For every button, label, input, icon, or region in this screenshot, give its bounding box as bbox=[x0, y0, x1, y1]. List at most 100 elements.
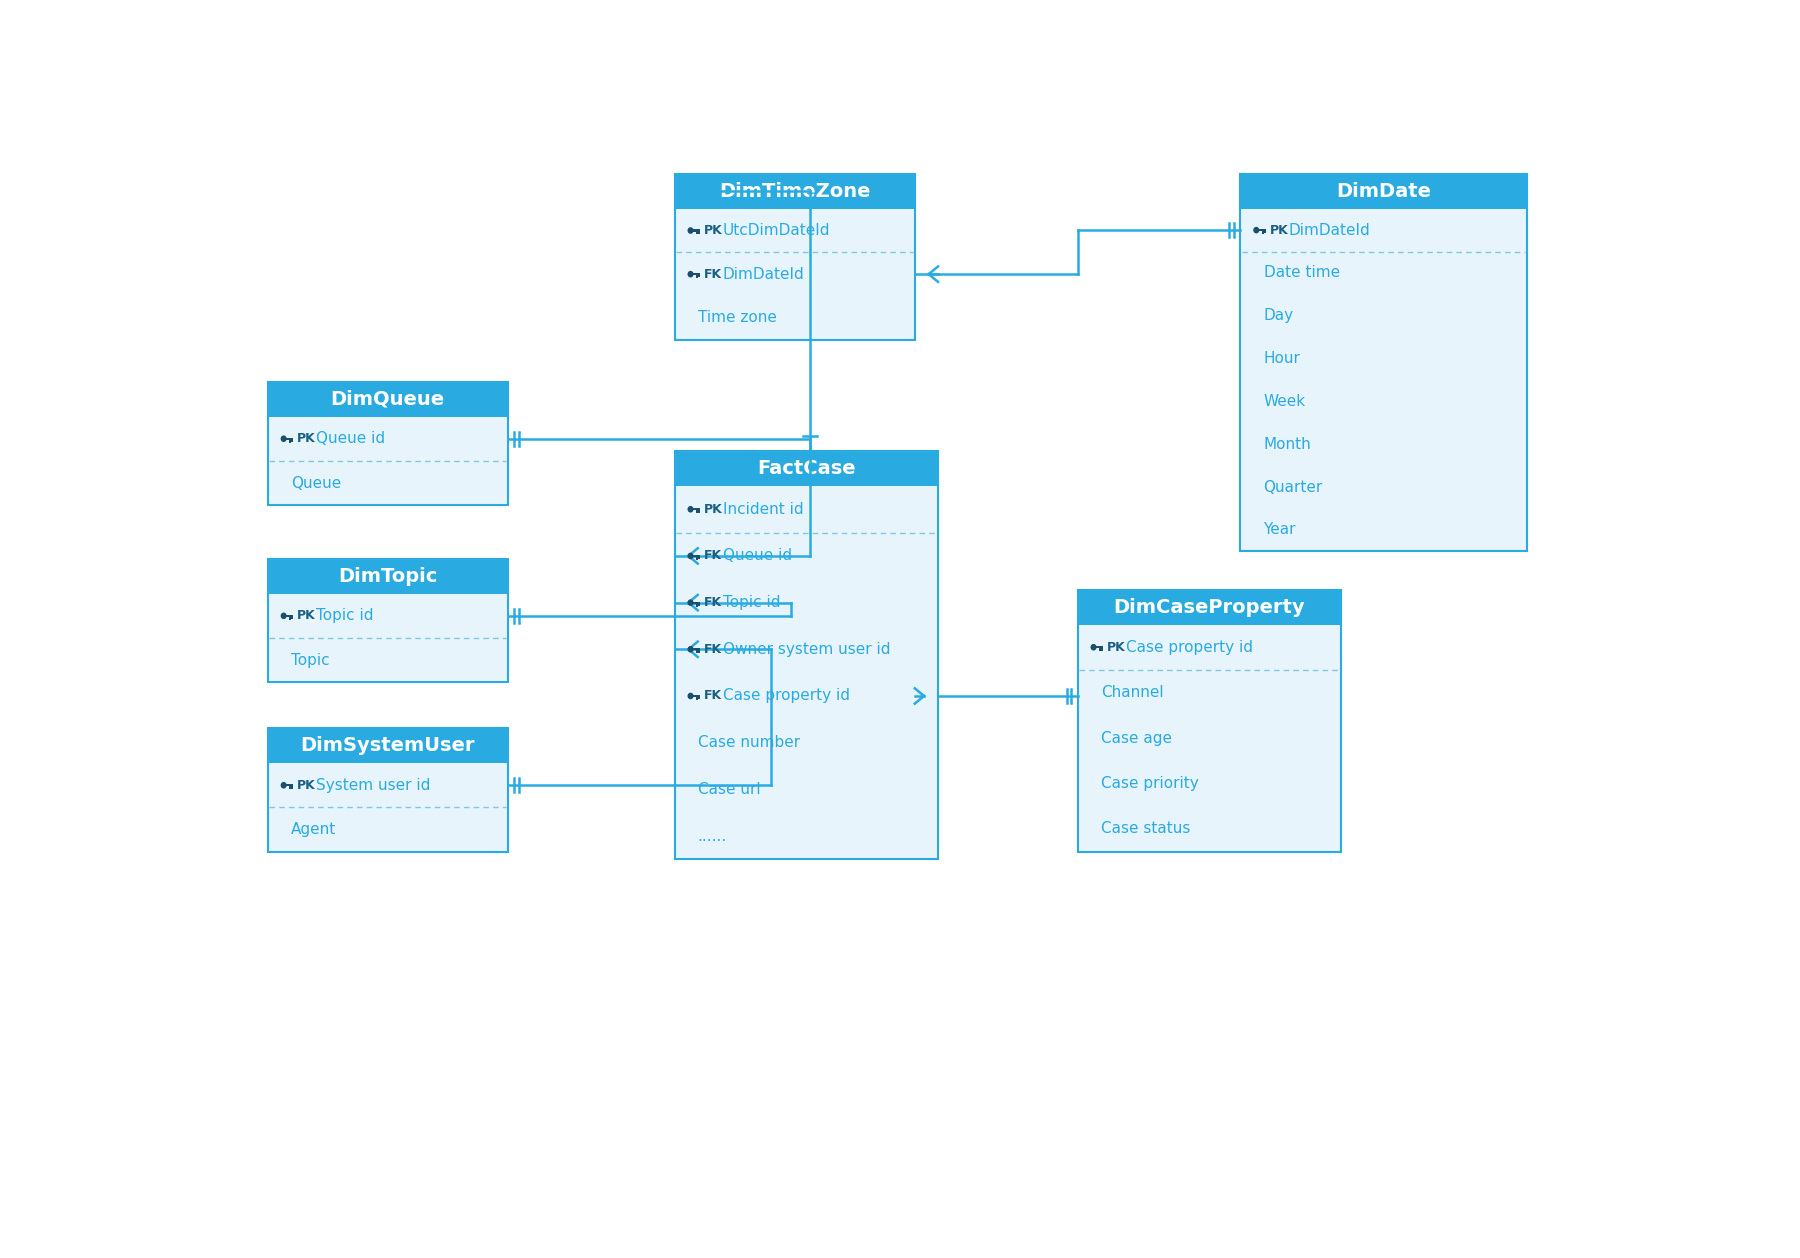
Text: Agent: Agent bbox=[292, 821, 337, 837]
Text: DimDateId: DimDateId bbox=[722, 267, 805, 282]
Text: System user id: System user id bbox=[315, 777, 430, 793]
Ellipse shape bbox=[688, 647, 693, 653]
Bar bbox=[698, 697, 700, 699]
FancyBboxPatch shape bbox=[268, 416, 508, 506]
Text: PK: PK bbox=[704, 503, 724, 516]
Bar bbox=[697, 276, 698, 278]
FancyBboxPatch shape bbox=[675, 174, 914, 209]
Text: UtcDimDateId: UtcDimDateId bbox=[722, 223, 830, 238]
Bar bbox=[1098, 648, 1102, 652]
Ellipse shape bbox=[281, 782, 286, 789]
Text: Topic: Topic bbox=[292, 653, 329, 668]
Text: Queue: Queue bbox=[292, 476, 342, 491]
Text: DimSystemUser: DimSystemUser bbox=[301, 736, 475, 755]
Ellipse shape bbox=[1253, 226, 1260, 234]
Ellipse shape bbox=[688, 270, 693, 278]
Text: PK: PK bbox=[297, 433, 315, 445]
Bar bbox=[288, 616, 292, 620]
Text: ......: ...... bbox=[698, 829, 727, 844]
Text: Queue id: Queue id bbox=[722, 548, 792, 564]
FancyBboxPatch shape bbox=[675, 486, 938, 859]
Bar bbox=[1102, 648, 1103, 650]
Bar bbox=[697, 231, 698, 234]
Ellipse shape bbox=[688, 693, 693, 699]
Text: FK: FK bbox=[704, 550, 722, 562]
Bar bbox=[292, 786, 293, 789]
Bar bbox=[697, 697, 698, 699]
Text: DimDateId: DimDateId bbox=[1289, 223, 1370, 238]
FancyBboxPatch shape bbox=[268, 594, 508, 682]
Bar bbox=[1264, 231, 1265, 234]
Text: Topic id: Topic id bbox=[722, 595, 779, 610]
Text: Channel: Channel bbox=[1102, 686, 1163, 701]
FancyBboxPatch shape bbox=[1240, 174, 1526, 209]
Text: DimTopic: DimTopic bbox=[338, 567, 437, 586]
FancyBboxPatch shape bbox=[1078, 590, 1341, 624]
FancyBboxPatch shape bbox=[675, 452, 938, 486]
Bar bbox=[1262, 231, 1264, 234]
Bar bbox=[286, 615, 293, 616]
Text: Hour: Hour bbox=[1264, 351, 1300, 366]
Ellipse shape bbox=[688, 552, 693, 560]
Text: PK: PK bbox=[704, 224, 724, 237]
Bar bbox=[693, 694, 700, 697]
FancyBboxPatch shape bbox=[268, 764, 508, 852]
Text: Case property id: Case property id bbox=[722, 688, 850, 703]
Text: Case age: Case age bbox=[1102, 731, 1172, 746]
Text: PK: PK bbox=[297, 609, 315, 623]
Ellipse shape bbox=[688, 228, 693, 234]
Text: FK: FK bbox=[704, 689, 722, 702]
Bar bbox=[698, 604, 700, 606]
Text: Month: Month bbox=[1264, 437, 1310, 452]
Text: Owner system user id: Owner system user id bbox=[722, 642, 889, 657]
Bar bbox=[1096, 647, 1103, 648]
Ellipse shape bbox=[281, 613, 286, 619]
FancyBboxPatch shape bbox=[268, 382, 508, 416]
FancyBboxPatch shape bbox=[675, 209, 914, 340]
Text: PK: PK bbox=[1107, 640, 1125, 654]
Text: FK: FK bbox=[704, 268, 722, 281]
Bar bbox=[292, 616, 293, 619]
Bar bbox=[693, 555, 700, 557]
Bar bbox=[286, 784, 293, 786]
Bar bbox=[697, 604, 698, 606]
Text: FK: FK bbox=[704, 643, 722, 655]
Bar bbox=[698, 650, 700, 653]
FancyBboxPatch shape bbox=[1078, 624, 1341, 852]
Text: Case priority: Case priority bbox=[1102, 776, 1199, 791]
Text: DimTimeZone: DimTimeZone bbox=[718, 182, 871, 201]
Bar bbox=[288, 786, 292, 789]
Bar bbox=[693, 273, 700, 276]
Bar bbox=[693, 648, 700, 650]
Bar bbox=[698, 511, 700, 512]
Ellipse shape bbox=[688, 599, 693, 606]
Text: FactCase: FactCase bbox=[758, 459, 855, 478]
Bar bbox=[693, 229, 700, 231]
Text: Case number: Case number bbox=[698, 735, 799, 750]
Bar bbox=[693, 601, 700, 604]
Text: DimDate: DimDate bbox=[1336, 182, 1431, 201]
Bar bbox=[698, 231, 700, 234]
Text: Incident id: Incident id bbox=[722, 502, 803, 517]
FancyBboxPatch shape bbox=[1240, 209, 1526, 551]
Bar bbox=[288, 440, 292, 443]
Bar bbox=[697, 557, 698, 560]
Bar bbox=[697, 650, 698, 653]
Bar bbox=[698, 276, 700, 278]
Text: Week: Week bbox=[1264, 394, 1305, 409]
Text: DimCaseProperty: DimCaseProperty bbox=[1114, 598, 1305, 616]
Bar bbox=[1258, 229, 1265, 231]
Text: Case url: Case url bbox=[698, 781, 760, 796]
Text: Queue id: Queue id bbox=[315, 431, 385, 447]
FancyBboxPatch shape bbox=[268, 728, 508, 764]
Text: FK: FK bbox=[704, 596, 722, 609]
Text: Day: Day bbox=[1264, 308, 1294, 323]
Bar bbox=[697, 511, 698, 513]
Text: Topic id: Topic id bbox=[315, 609, 373, 624]
Ellipse shape bbox=[281, 435, 286, 442]
Bar bbox=[693, 508, 700, 511]
FancyBboxPatch shape bbox=[268, 559, 508, 594]
Text: Quarter: Quarter bbox=[1264, 479, 1323, 494]
Text: PK: PK bbox=[297, 779, 315, 791]
Text: Case property id: Case property id bbox=[1125, 640, 1253, 654]
